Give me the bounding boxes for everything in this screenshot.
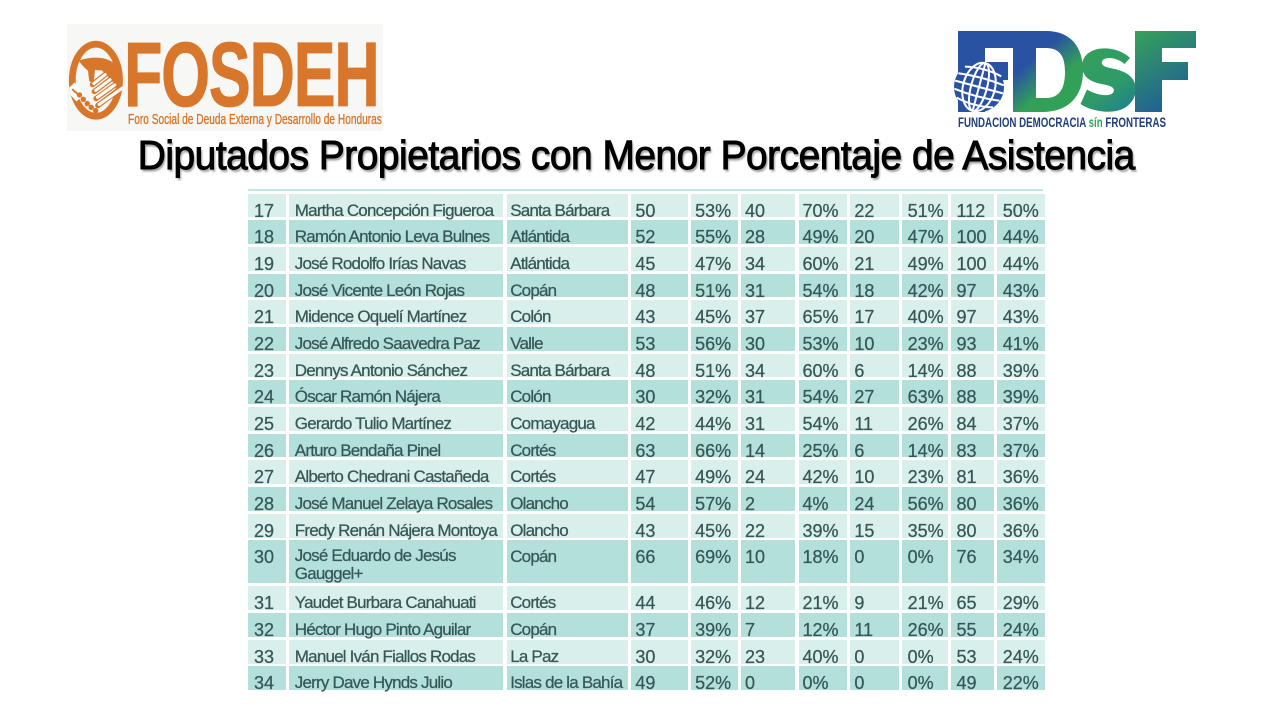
svg-text:FUNDACION DEMOCRACIA sín FRONT: FUNDACION DEMOCRACIA sín FRONTERAS: [958, 115, 1166, 130]
